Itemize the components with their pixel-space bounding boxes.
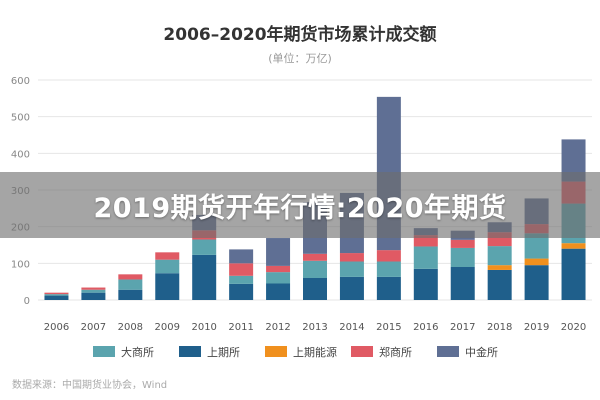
bar-segment: [81, 287, 106, 290]
x-tick-label: 2016: [413, 322, 438, 333]
legend: 大商所 上期所 上期能源 郑商所 中金所: [93, 345, 498, 359]
legend-swatch: [179, 346, 201, 357]
bar-segment: [339, 253, 364, 262]
bar-segment: [561, 243, 586, 249]
legend-label: 大商所: [121, 345, 154, 359]
y-tick-label: 0: [24, 296, 30, 307]
bar-segment: [266, 265, 291, 273]
x-tick-label: 2018: [487, 322, 512, 333]
x-tick-label: 2010: [191, 322, 216, 333]
bar-segment: [118, 289, 143, 300]
y-tick-label: 500: [11, 113, 30, 124]
bar-segment: [44, 294, 69, 296]
legend-label: 中金所: [465, 345, 498, 359]
x-tick-label: 2019: [524, 322, 549, 333]
x-tick-label: 2006: [44, 322, 69, 333]
bar-segment: [118, 279, 143, 290]
chart-title: 2006–2020年期货市场累计成交额: [163, 24, 436, 45]
y-tick-label: 400: [11, 149, 30, 160]
bar-segment: [155, 252, 180, 260]
x-tick-label: 2013: [302, 322, 327, 333]
legend-swatch: [351, 346, 373, 357]
headline-banner: 2019期货开年行情:2020年期货: [0, 172, 600, 238]
x-tick-label: 2015: [376, 322, 401, 333]
bar-segment: [450, 267, 475, 300]
bar-segment: [561, 248, 586, 300]
legend-label: 上期所: [207, 346, 240, 359]
bar-segment: [229, 263, 254, 276]
bar-segment: [487, 269, 512, 300]
x-tick-label: 2020: [561, 322, 586, 333]
bar-segment: [303, 278, 327, 300]
x-axis: 2006 2007 2008 2009 2010 2011 2012 2013 2014 2015…: [44, 322, 587, 333]
bar-segment: [487, 246, 512, 266]
bar-segment: [303, 260, 327, 278]
bar-segment: [413, 235, 438, 247]
bar-segment: [376, 276, 401, 300]
bar-segment: [118, 274, 143, 280]
bar-segment: [81, 292, 106, 300]
bar-segment: [339, 261, 364, 277]
bar-segment: [192, 254, 217, 300]
x-tick-label: 2011: [228, 322, 253, 333]
headline-text: 2019期货开年行情:2020年期货: [93, 192, 507, 224]
x-tick-label: 2014: [339, 322, 364, 333]
bar-segment: [413, 246, 438, 269]
bar-segment: [44, 295, 69, 300]
bar-segment: [524, 258, 549, 266]
bar-segment: [339, 276, 364, 300]
bar-segment: [524, 265, 549, 300]
bar-segment: [155, 273, 180, 300]
legend-swatch: [93, 346, 115, 357]
x-tick-label: 2012: [265, 322, 290, 333]
bar-segment: [413, 268, 438, 300]
bar-segment: [303, 253, 327, 261]
legend-label: 郑商所: [379, 345, 412, 359]
legend-swatch: [437, 346, 459, 357]
bar-segment: [450, 239, 475, 248]
bar-segment: [266, 238, 291, 266]
bar-segment: [81, 289, 106, 293]
chart-source: 数据来源：中国期货业协会，Wind: [12, 378, 167, 391]
bar-segment: [155, 259, 180, 274]
legend-label: 上期能源: [293, 345, 337, 359]
bar-segment: [487, 265, 512, 270]
bar-segment: [44, 292, 69, 295]
x-tick-label: 2009: [155, 322, 180, 333]
x-tick-label: 2007: [81, 322, 106, 333]
bar-segment: [229, 275, 254, 284]
bar-segment: [376, 250, 401, 262]
y-tick-label: 600: [11, 76, 30, 87]
bar-segment: [376, 261, 401, 277]
y-tick-label: 100: [11, 259, 30, 270]
bar-segment: [192, 239, 217, 255]
bar-segment: [229, 249, 254, 264]
x-tick-label: 2017: [450, 322, 475, 333]
legend-swatch: [265, 346, 287, 357]
x-tick-label: 2008: [118, 322, 143, 333]
bar-segment: [450, 247, 475, 267]
bar-segment: [229, 283, 254, 300]
chart-subtitle: (单位：万亿): [268, 51, 332, 65]
bar-segment: [266, 272, 291, 284]
bar-segment: [266, 283, 291, 300]
